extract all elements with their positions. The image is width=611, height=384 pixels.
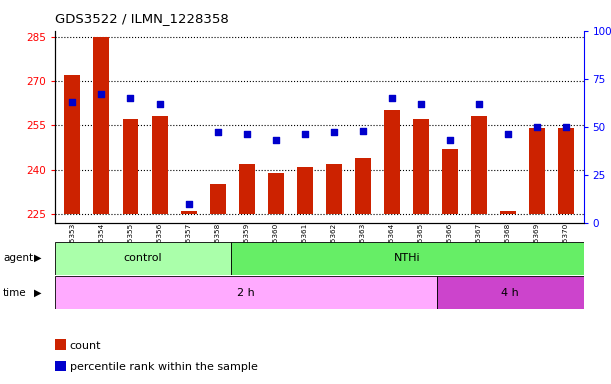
Point — [97, 91, 106, 97]
Point — [271, 137, 280, 143]
Bar — [152, 116, 167, 214]
Point — [358, 127, 368, 134]
Text: ▶: ▶ — [34, 288, 41, 298]
Bar — [93, 36, 109, 214]
Point — [155, 101, 164, 107]
Bar — [437, 276, 584, 309]
Text: time: time — [3, 288, 27, 298]
Point — [503, 131, 513, 137]
Bar — [210, 184, 225, 214]
Point — [474, 101, 484, 107]
Point — [300, 131, 310, 137]
Bar — [500, 211, 516, 214]
Point — [387, 95, 397, 101]
Bar — [384, 111, 400, 214]
Text: 2 h: 2 h — [237, 288, 255, 298]
Point — [242, 131, 252, 137]
Bar — [558, 128, 574, 214]
Text: NTHi: NTHi — [394, 253, 420, 263]
Text: count: count — [70, 341, 101, 351]
Bar — [231, 242, 584, 275]
Bar — [55, 276, 437, 309]
Point — [416, 101, 426, 107]
Bar — [123, 119, 139, 214]
Bar — [181, 211, 197, 214]
Point — [561, 124, 571, 130]
Text: ▶: ▶ — [34, 253, 41, 263]
Bar — [413, 119, 429, 214]
Point — [445, 137, 455, 143]
Bar — [529, 128, 545, 214]
Bar — [297, 167, 313, 214]
Bar — [471, 116, 487, 214]
Bar — [64, 75, 81, 214]
Bar — [55, 242, 231, 275]
Point — [68, 99, 78, 105]
Text: control: control — [124, 253, 163, 263]
Point — [532, 124, 542, 130]
Point — [329, 129, 338, 136]
Bar — [355, 158, 371, 214]
Bar — [268, 172, 284, 214]
Point — [126, 95, 136, 101]
Text: percentile rank within the sample: percentile rank within the sample — [70, 362, 257, 372]
Text: agent: agent — [3, 253, 33, 263]
Bar — [442, 149, 458, 214]
Text: 4 h: 4 h — [501, 288, 519, 298]
Text: GDS3522 / ILMN_1228358: GDS3522 / ILMN_1228358 — [55, 12, 229, 25]
Point — [184, 200, 194, 207]
Bar — [239, 164, 255, 214]
Point — [213, 129, 222, 136]
Bar — [326, 164, 342, 214]
